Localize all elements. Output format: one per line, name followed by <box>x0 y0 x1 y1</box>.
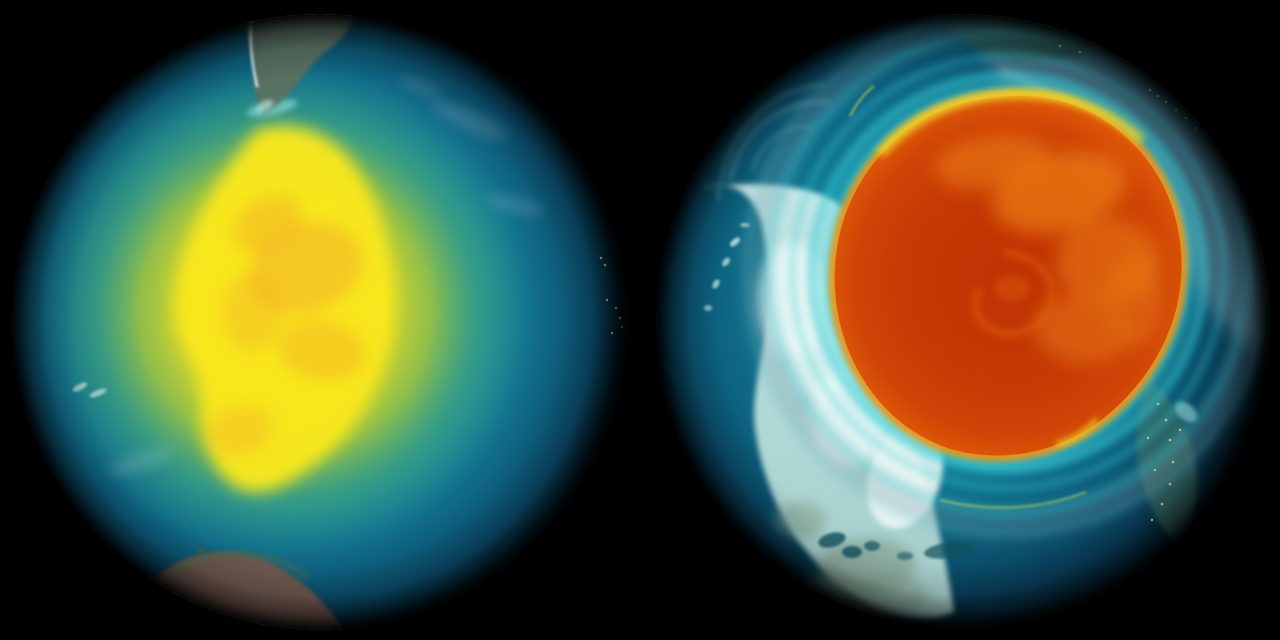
south-pole-ozone-globe <box>12 14 628 630</box>
left-limb-shadow <box>12 14 628 630</box>
right-limb-shadow <box>656 14 1270 628</box>
north-pole-ozone-hole-globe <box>656 14 1270 628</box>
